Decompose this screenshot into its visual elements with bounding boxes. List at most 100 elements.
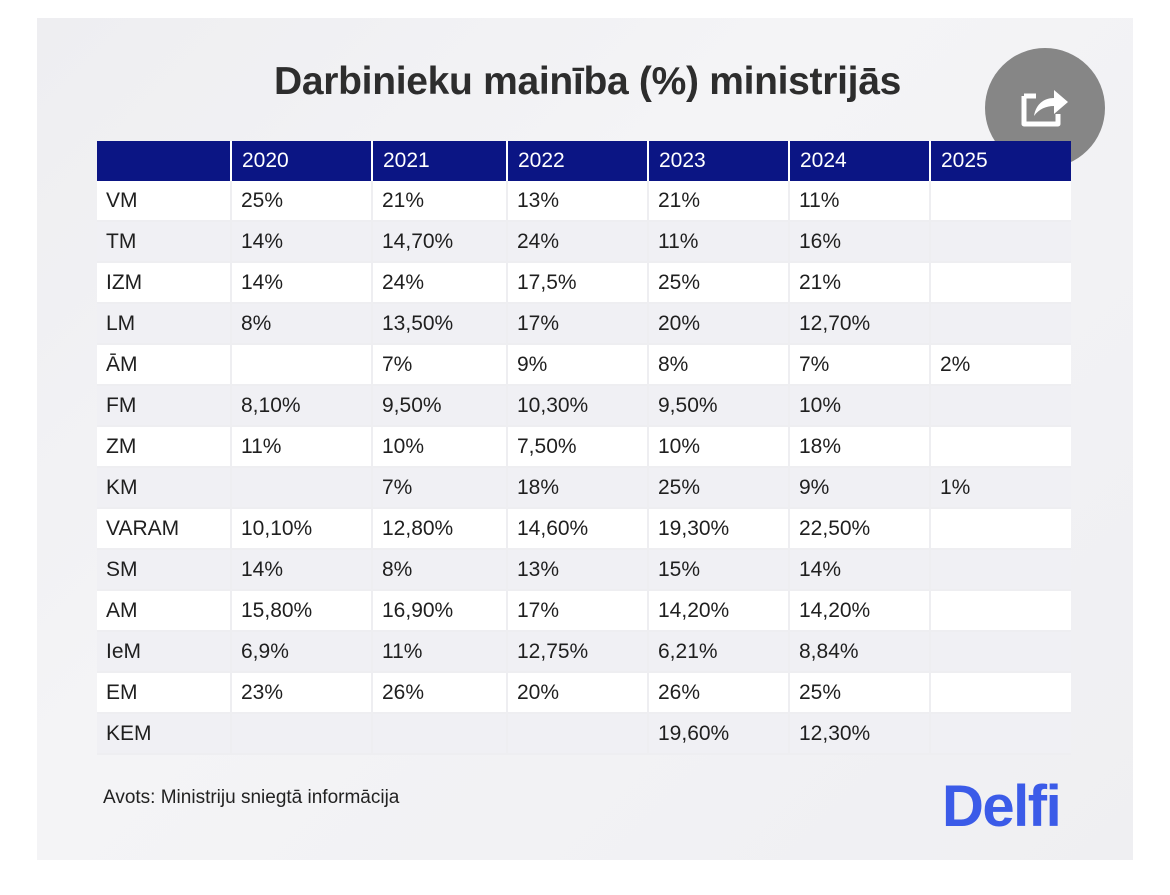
table-cell	[231, 467, 373, 509]
table-row: LM 8% 13,50% 17% 20% 12,70%	[97, 303, 1071, 345]
ministry-label: KEM	[97, 713, 232, 755]
table-cell	[930, 590, 1071, 632]
table-cell	[231, 713, 373, 755]
table-cell: 12,80%	[372, 508, 508, 550]
table-cell	[930, 262, 1071, 304]
table-cell	[930, 672, 1071, 714]
table-cell: 14%	[789, 549, 931, 591]
table-cell: 10,10%	[231, 508, 373, 550]
table-row: VM 25% 21% 13% 21% 11%	[97, 181, 1071, 222]
table-cell: 7%	[372, 344, 508, 386]
table-cell: 15,80%	[231, 590, 373, 632]
table-cell: 8,84%	[789, 631, 931, 673]
table-cell: 13%	[507, 181, 649, 222]
table-cell: 11%	[372, 631, 508, 673]
table-row: TM 14% 14,70% 24% 11% 16%	[97, 221, 1071, 263]
table-cell: 23%	[231, 672, 373, 714]
table-cell	[930, 385, 1071, 427]
table-cell: 21%	[648, 181, 790, 222]
table-cell: 14%	[231, 262, 373, 304]
table-cell: 7,50%	[507, 426, 649, 468]
table-cell: 7%	[789, 344, 931, 386]
table-cell: 6,21%	[648, 631, 790, 673]
column-header: 2020	[231, 141, 373, 181]
table-row: EM 23% 26% 20% 26% 25%	[97, 672, 1071, 714]
table-cell: 12,70%	[789, 303, 931, 345]
table-cell: 24%	[507, 221, 649, 263]
ministry-label: ZM	[97, 426, 232, 468]
table-cell: 14,20%	[789, 590, 931, 632]
table-cell	[930, 221, 1071, 263]
table-cell	[372, 713, 508, 755]
table-cell: 12,75%	[507, 631, 649, 673]
table-cell: 21%	[789, 262, 931, 304]
column-header	[97, 141, 232, 181]
table-cell: 14%	[231, 221, 373, 263]
column-header: 2024	[789, 141, 931, 181]
table-cell: 17%	[507, 590, 649, 632]
ministry-label: TM	[97, 221, 232, 263]
table-cell: 20%	[507, 672, 649, 714]
table-cell: 10%	[789, 385, 931, 427]
table-cell: 17,5%	[507, 262, 649, 304]
table-cell: 19,60%	[648, 713, 790, 755]
column-header: 2022	[507, 141, 649, 181]
table-row: KEM 19,60% 12,30%	[97, 713, 1071, 755]
table-cell: 25%	[231, 181, 373, 222]
table-cell	[930, 549, 1071, 591]
ministry-label: FM	[97, 385, 232, 427]
table-cell: 17%	[507, 303, 649, 345]
column-header: 2021	[372, 141, 508, 181]
table-cell: 14,60%	[507, 508, 649, 550]
table-cell: 8,10%	[231, 385, 373, 427]
table-cell: 10%	[372, 426, 508, 468]
ministry-label: AM	[97, 590, 232, 632]
table-row: KM 7% 18% 25% 9% 1%	[97, 467, 1071, 509]
table-cell: 2%	[930, 344, 1071, 386]
table-row: SM 14% 8% 13% 15% 14%	[97, 549, 1071, 591]
table-row: IZM 14% 24% 17,5% 25% 21%	[97, 262, 1071, 304]
table-cell: 7%	[372, 467, 508, 509]
table-cell: 24%	[372, 262, 508, 304]
table-cell	[231, 344, 373, 386]
table-cell: 11%	[231, 426, 373, 468]
share-arrow-icon	[1018, 82, 1072, 135]
ministry-label: KM	[97, 467, 232, 509]
table-cell: 25%	[648, 262, 790, 304]
ministry-label: IZM	[97, 262, 232, 304]
table-cell: 9,50%	[372, 385, 508, 427]
table-cell: 9%	[507, 344, 649, 386]
table-cell: 8%	[648, 344, 790, 386]
table-cell: 13%	[507, 549, 649, 591]
table-cell: 25%	[648, 467, 790, 509]
table-cell: 14%	[231, 549, 373, 591]
ministry-label: SM	[97, 549, 232, 591]
source-note: Avots: Ministriju sniegtā informācija	[103, 787, 400, 808]
table-cell: 11%	[648, 221, 790, 263]
table-header-row: 2020 2021 2022 2023 2024 2025	[97, 141, 1071, 181]
table-cell: 16%	[789, 221, 931, 263]
table-row: ĀM 7% 9% 8% 7% 2%	[97, 344, 1071, 386]
ministry-label: EM	[97, 672, 232, 714]
table-row: IeM 6,9% 11% 12,75% 6,21% 8,84%	[97, 631, 1071, 673]
table-cell	[930, 181, 1071, 222]
table-cell: 9%	[789, 467, 931, 509]
table-cell: 1%	[930, 467, 1071, 509]
chart-title: Darbinieku mainība (%) ministrijās	[274, 60, 901, 103]
table-cell: 22,50%	[789, 508, 931, 550]
table-cell: 26%	[648, 672, 790, 714]
table-cell: 11%	[789, 181, 931, 222]
table-cell	[930, 426, 1071, 468]
table-cell: 15%	[648, 549, 790, 591]
table-cell	[930, 631, 1071, 673]
table-cell: 26%	[372, 672, 508, 714]
table-cell: 16,90%	[372, 590, 508, 632]
table-cell: 9,50%	[648, 385, 790, 427]
table-cell: 21%	[372, 181, 508, 222]
table-cell: 6,9%	[231, 631, 373, 673]
table-cell: 10,30%	[507, 385, 649, 427]
table-cell: 25%	[789, 672, 931, 714]
table-cell	[930, 303, 1071, 345]
table-cell	[930, 713, 1071, 755]
table-cell: 20%	[648, 303, 790, 345]
